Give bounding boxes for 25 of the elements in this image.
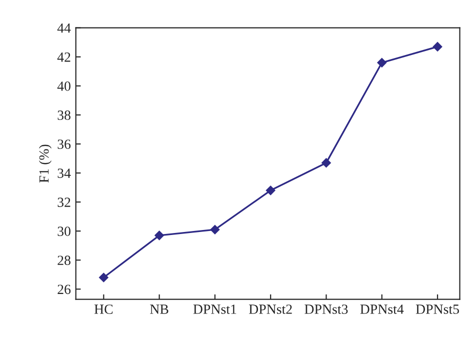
point xyxy=(210,224,220,234)
x-tick-label: DPNst1 xyxy=(193,304,236,314)
x-tick-label: HC xyxy=(94,304,113,314)
x-tick-label: DPNst2 xyxy=(248,304,292,314)
x-tick-label: DPNst5 xyxy=(416,304,459,314)
x-tick-label: DPNst3 xyxy=(304,304,348,314)
y-tick-label: 44 xyxy=(57,24,71,33)
y-tick-label: 30 xyxy=(58,226,70,236)
y-tick-label: 36 xyxy=(58,140,71,149)
point xyxy=(154,230,164,240)
point xyxy=(99,272,108,282)
y-tick-label: 32 xyxy=(58,198,70,207)
point xyxy=(322,158,331,168)
point xyxy=(432,42,442,52)
y-tick-label: 34 xyxy=(58,168,71,178)
x-tick-label: DPNst4 xyxy=(360,304,404,314)
y-tick-label: 42 xyxy=(57,52,70,62)
point xyxy=(266,186,276,196)
y-tick-label: 28 xyxy=(58,256,70,266)
x-tick-label: NB xyxy=(150,304,168,314)
y-tick-label: 40 xyxy=(57,81,70,91)
point xyxy=(377,58,387,68)
y-tick-label: 26 xyxy=(58,284,71,294)
y-axis-title: F1 (%) xyxy=(38,144,52,183)
y-tick-label: 38 xyxy=(58,110,70,120)
